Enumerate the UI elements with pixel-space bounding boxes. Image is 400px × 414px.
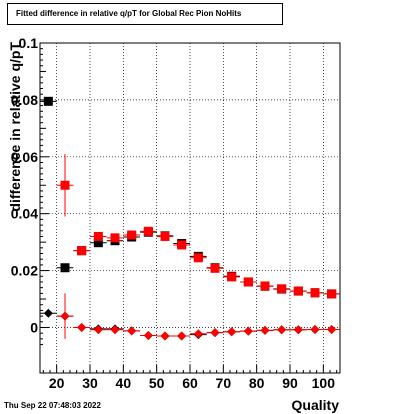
x-tick-label: 50: [149, 375, 165, 391]
square-marker: [193, 253, 203, 263]
data-markers: [43, 96, 337, 341]
timestamp: Thu Sep 22 07:48:03 2022: [4, 401, 101, 410]
diamond-marker: [193, 329, 203, 339]
x-tick-label: 60: [182, 375, 198, 391]
x-tick-label: 30: [82, 375, 98, 391]
diamond-marker: [310, 324, 320, 334]
y-tick-label: 0.06: [11, 149, 38, 165]
diamond-marker: [43, 308, 53, 318]
square-marker: [43, 96, 53, 106]
x-tick-label: 40: [116, 375, 132, 391]
diamond-marker: [293, 325, 303, 335]
diamond-marker: [243, 326, 253, 336]
y-tick-label: 0.04: [11, 206, 38, 222]
x-tick-label: 90: [282, 375, 298, 391]
square-marker: [110, 233, 120, 243]
x-tick-label: 80: [249, 375, 265, 391]
diamond-marker: [210, 328, 220, 338]
y-tick-label: 0.1: [19, 35, 39, 51]
square-marker: [310, 288, 320, 298]
diamond-marker: [110, 325, 120, 335]
diamond-marker: [143, 330, 153, 340]
diamond-marker: [127, 326, 137, 336]
chart-title: Fitted difference in relative q/pT for G…: [7, 3, 283, 25]
x-tick-label: 70: [216, 375, 232, 391]
y-tick-label: 0.02: [11, 263, 38, 279]
square-marker: [127, 230, 137, 240]
y-axis-title: difference in relative q/pT: [7, 42, 23, 212]
square-marker: [277, 284, 287, 294]
y-tick-label: 0.08: [11, 92, 38, 108]
tick-labels: 20 30 40 50 60 70 80 90 100 0 0.02 0.04 0.06 0.08 0.1: [11, 35, 335, 391]
square-marker: [93, 231, 103, 241]
diamond-marker: [260, 325, 270, 335]
square-marker: [160, 231, 170, 241]
diamond-marker: [227, 327, 237, 337]
square-marker: [143, 226, 153, 236]
x-tick-label: 100: [312, 375, 336, 391]
square-marker: [177, 240, 187, 250]
square-marker: [243, 277, 253, 287]
square-marker: [77, 246, 87, 256]
diamond-marker: [327, 324, 337, 334]
square-marker: [327, 289, 337, 299]
diamond-marker: [160, 331, 170, 341]
square-marker: [293, 286, 303, 296]
x-axis-title: Quality: [292, 397, 340, 413]
diamond-marker: [77, 322, 87, 332]
diamond-marker: [177, 331, 187, 341]
square-marker: [60, 263, 70, 273]
axis-ticks: [40, 42, 338, 373]
square-marker: [60, 180, 70, 190]
diamond-marker: [93, 325, 103, 335]
square-marker: [210, 263, 220, 273]
x-tick-label: 20: [49, 375, 65, 391]
square-marker: [93, 238, 103, 248]
grid-lines: [40, 42, 340, 373]
diamond-marker: [60, 311, 70, 321]
y-tick-label: 0: [30, 319, 38, 335]
square-marker: [260, 281, 270, 291]
square-marker: [227, 272, 237, 282]
diamond-marker: [277, 325, 287, 335]
